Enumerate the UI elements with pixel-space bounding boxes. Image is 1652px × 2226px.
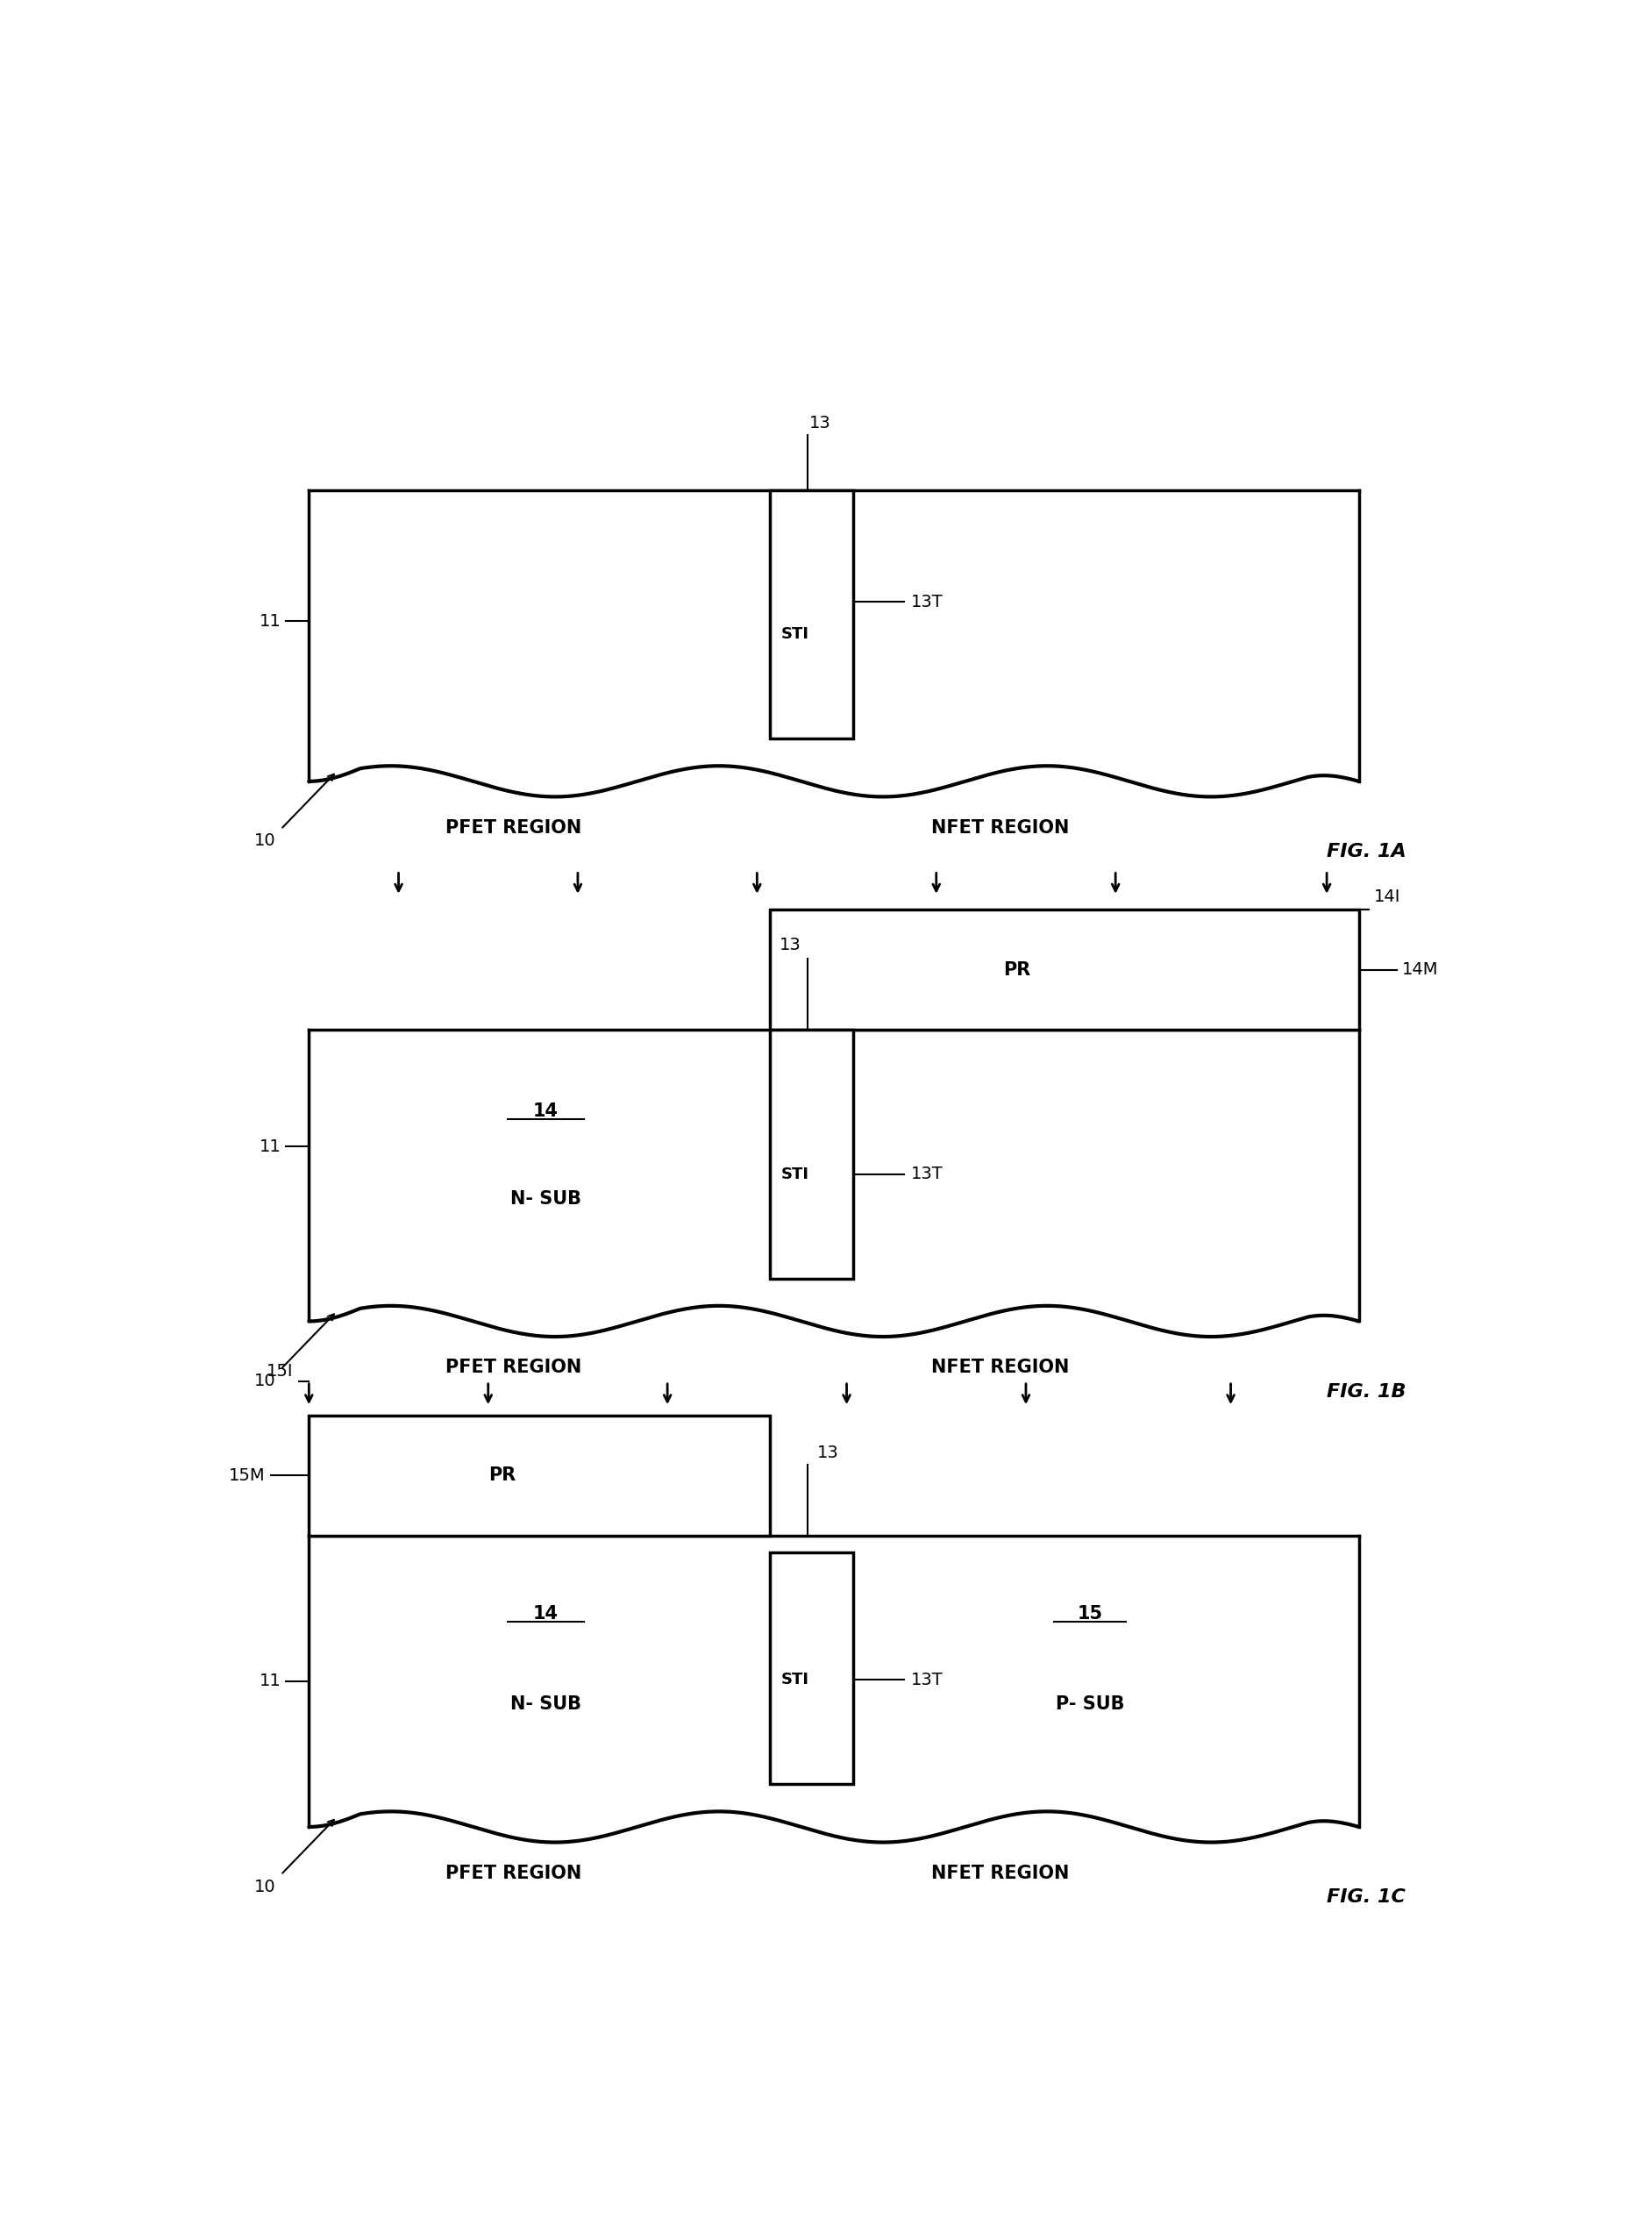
Text: NFET REGION: NFET REGION <box>932 1865 1069 1883</box>
Text: 11: 11 <box>259 1137 281 1155</box>
Text: 13: 13 <box>818 1445 839 1460</box>
Text: FIG. 1B: FIG. 1B <box>1327 1382 1406 1400</box>
Text: PFET REGION: PFET REGION <box>446 819 582 837</box>
Text: P- SUB: P- SUB <box>1056 1696 1125 1714</box>
Bar <box>770 1031 852 1278</box>
Text: 14: 14 <box>534 1605 558 1623</box>
Text: 11: 11 <box>259 1674 281 1690</box>
Text: STI: STI <box>781 1166 809 1182</box>
Bar <box>309 1416 770 1536</box>
Text: PFET REGION: PFET REGION <box>446 1865 582 1883</box>
Text: 13T: 13T <box>910 1166 943 1182</box>
Text: 11: 11 <box>259 612 281 630</box>
Text: 14M: 14M <box>1403 962 1439 977</box>
Text: 13: 13 <box>780 937 801 953</box>
Bar <box>770 1554 852 1783</box>
Text: 10: 10 <box>254 1879 276 1894</box>
Text: PFET REGION: PFET REGION <box>446 1358 582 1376</box>
Text: NFET REGION: NFET REGION <box>932 1358 1069 1376</box>
Text: 13T: 13T <box>910 1672 943 1687</box>
Text: N- SUB: N- SUB <box>510 1191 582 1209</box>
Text: PR: PR <box>1003 962 1031 979</box>
Bar <box>770 490 852 739</box>
Text: 13: 13 <box>809 414 831 432</box>
Text: PR: PR <box>489 1467 515 1485</box>
Text: 10: 10 <box>254 1373 276 1389</box>
Text: N- SUB: N- SUB <box>510 1696 582 1714</box>
Bar <box>770 910 1358 1031</box>
Text: 15I: 15I <box>268 1362 294 1380</box>
Text: 10: 10 <box>254 833 276 850</box>
Text: 13T: 13T <box>910 594 943 610</box>
Text: STI: STI <box>781 1672 809 1687</box>
Text: NFET REGION: NFET REGION <box>932 819 1069 837</box>
Text: FIG. 1A: FIG. 1A <box>1327 844 1406 861</box>
Text: FIG. 1C: FIG. 1C <box>1327 1888 1406 1905</box>
Text: 14I: 14I <box>1374 888 1401 904</box>
Text: 15M: 15M <box>230 1467 266 1485</box>
Text: 14: 14 <box>534 1102 558 1120</box>
Text: STI: STI <box>781 626 809 641</box>
Text: 15: 15 <box>1077 1605 1102 1623</box>
